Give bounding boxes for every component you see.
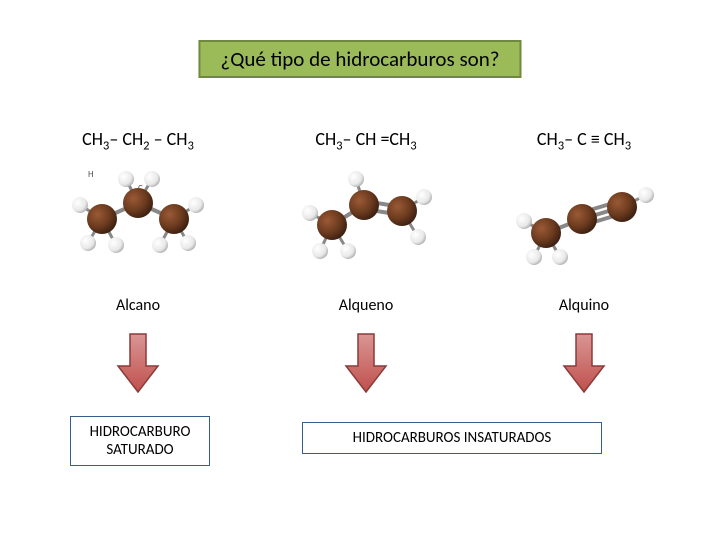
title-text: ¿Qué tipo de hidrocarburos son?: [220, 46, 499, 72]
category-saturated-box: HIDROCARBURO SATURADO: [70, 416, 210, 466]
title-box: ¿Qué tipo de hidrocarburos son?: [198, 40, 521, 78]
category-unsaturated-box: HIDROCARBUROS INSATURADOS: [302, 422, 602, 454]
name-alkene: Alqueno: [286, 296, 446, 315]
svg-text:H: H: [88, 169, 94, 180]
name-alkane: Alcano: [58, 296, 218, 315]
formula-alkene: CH3– CH =CH3: [266, 128, 466, 154]
arrow-down-icon: [344, 330, 388, 396]
arrow-down-icon: [562, 330, 606, 396]
category-saturated-line1: HIDROCARBURO: [90, 423, 191, 441]
model-alkene: [286, 165, 446, 275]
model-alkane: H C: [58, 165, 218, 275]
arrow-down-icon: [116, 330, 160, 396]
category-unsaturated-text: HIDROCARBUROS INSATURADOS: [353, 429, 552, 447]
name-alkyne: Alquino: [504, 296, 664, 315]
model-alkyne: [504, 165, 664, 275]
formula-alkane: CH3– CH2 – CH3: [38, 128, 238, 154]
category-saturated-line2: SATURADO: [106, 441, 173, 459]
formula-alkyne: CH3– C ≡ CH3: [484, 128, 684, 154]
